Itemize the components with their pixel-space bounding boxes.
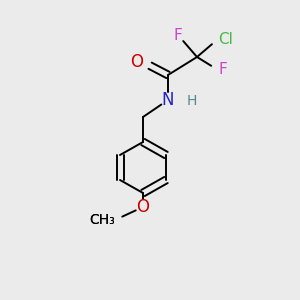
Text: F: F xyxy=(174,28,182,43)
Text: H: H xyxy=(187,94,197,108)
Text: Cl: Cl xyxy=(218,32,233,46)
Text: O: O xyxy=(136,198,149,216)
Text: F: F xyxy=(218,62,227,77)
Text: CH₃: CH₃ xyxy=(89,213,115,227)
Text: O: O xyxy=(130,53,143,71)
Text: N: N xyxy=(162,91,174,109)
Text: CH₃: CH₃ xyxy=(89,213,115,227)
